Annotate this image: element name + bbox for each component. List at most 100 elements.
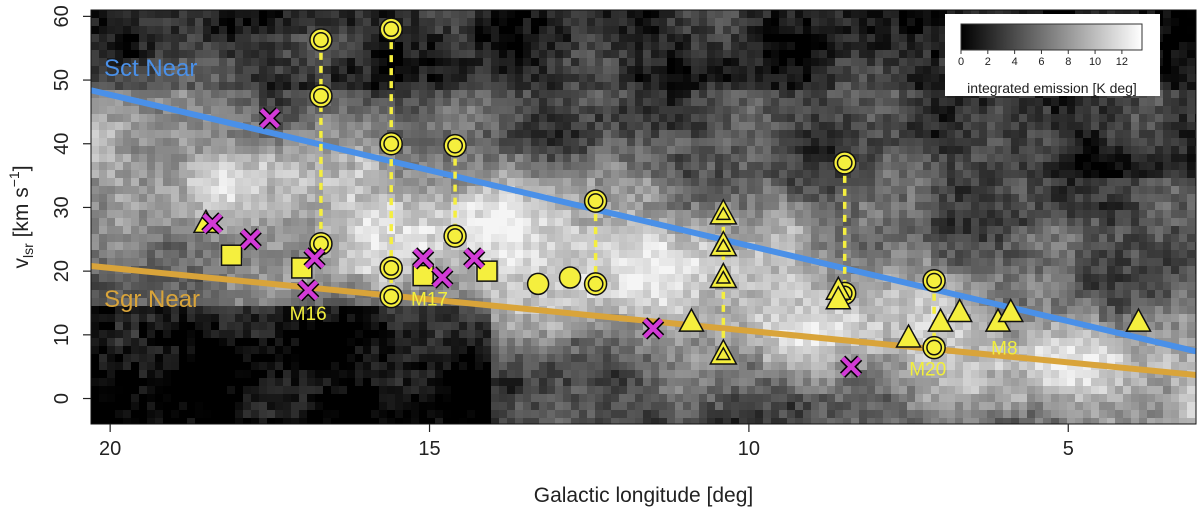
map-pixel [563,378,571,386]
map-pixel [259,98,267,106]
map-pixel [507,346,515,354]
map-pixel [819,250,827,258]
map-pixel [523,122,531,130]
map-pixel [267,378,275,386]
map-pixel [451,114,459,122]
map-pixel [363,242,371,250]
map-pixel [635,306,643,314]
map-pixel [363,266,371,274]
map-pixel [299,226,307,234]
map-pixel [507,378,515,386]
map-pixel [267,58,275,66]
map-pixel [115,234,123,242]
map-pixel [595,170,603,178]
map-pixel [835,26,843,34]
map-pixel [771,154,779,162]
map-pixel [155,74,163,82]
map-pixel [219,282,227,290]
map-pixel [555,378,563,386]
map-pixel [795,226,803,234]
map-pixel [99,178,107,186]
map-pixel [555,386,563,394]
map-pixel [491,378,499,386]
map-pixel [611,178,619,186]
map-pixel [515,418,523,424]
map-pixel [819,282,827,290]
map-pixel [203,202,211,210]
map-pixel [355,34,363,42]
map-pixel [99,410,107,418]
map-pixel [163,394,171,402]
map-pixel [107,114,115,122]
map-pixel [707,370,715,378]
map-pixel [555,322,563,330]
map-pixel [179,210,187,218]
map-pixel [403,106,411,114]
map-pixel [539,202,547,210]
map-pixel [227,26,235,34]
map-pixel [139,114,147,122]
map-pixel [443,66,451,74]
map-pixel [467,386,475,394]
map-pixel [635,18,643,26]
map-pixel [787,138,795,146]
map-pixel [539,402,547,410]
map-pixel [307,106,315,114]
map-pixel [579,26,587,34]
map-pixel [91,402,99,410]
map-pixel [275,234,283,242]
map-pixel [227,162,235,170]
map-pixel [771,58,779,66]
map-pixel [451,178,459,186]
map-pixel [603,170,611,178]
map-pixel [219,322,227,330]
map-pixel [851,226,859,234]
map-pixel [403,250,411,258]
map-pixel [435,50,443,58]
map-pixel [355,66,363,74]
map-pixel [363,274,371,282]
map-pixel [851,314,859,322]
map-pixel [771,218,779,226]
map-pixel [403,98,411,106]
map-pixel [691,74,699,82]
map-pixel [467,74,475,82]
map-pixel [755,18,763,26]
map-pixel [627,394,635,402]
map-pixel [179,410,187,418]
map-pixel [851,234,859,242]
map-pixel [555,290,563,298]
map-pixel [131,314,139,322]
map-pixel [539,170,547,178]
map-pixel [235,362,243,370]
map-pixel [499,234,507,242]
map-pixel [243,418,251,424]
map-pixel [667,194,675,202]
map-pixel [155,18,163,26]
map-pixel [635,10,643,18]
map-pixel [667,154,675,162]
map-pixel [107,418,115,424]
map-pixel [579,258,587,266]
map-pixel [363,218,371,226]
map-pixel [155,218,163,226]
map-pixel [643,234,651,242]
map-pixel [499,82,507,90]
map-pixel [323,402,331,410]
map-pixel [571,34,579,42]
map-pixel [755,114,763,122]
map-pixel [435,402,443,410]
map-pixel [291,138,299,146]
map-pixel [155,370,163,378]
map-pixel [155,330,163,338]
map-pixel [395,242,403,250]
map-pixel [203,130,211,138]
map-pixel [307,410,315,418]
map-pixel [563,202,571,210]
map-pixel [491,410,499,418]
map-pixel [595,122,603,130]
map-pixel [299,130,307,138]
map-pixel [371,106,379,114]
map-pixel [827,218,835,226]
map-pixel [267,354,275,362]
